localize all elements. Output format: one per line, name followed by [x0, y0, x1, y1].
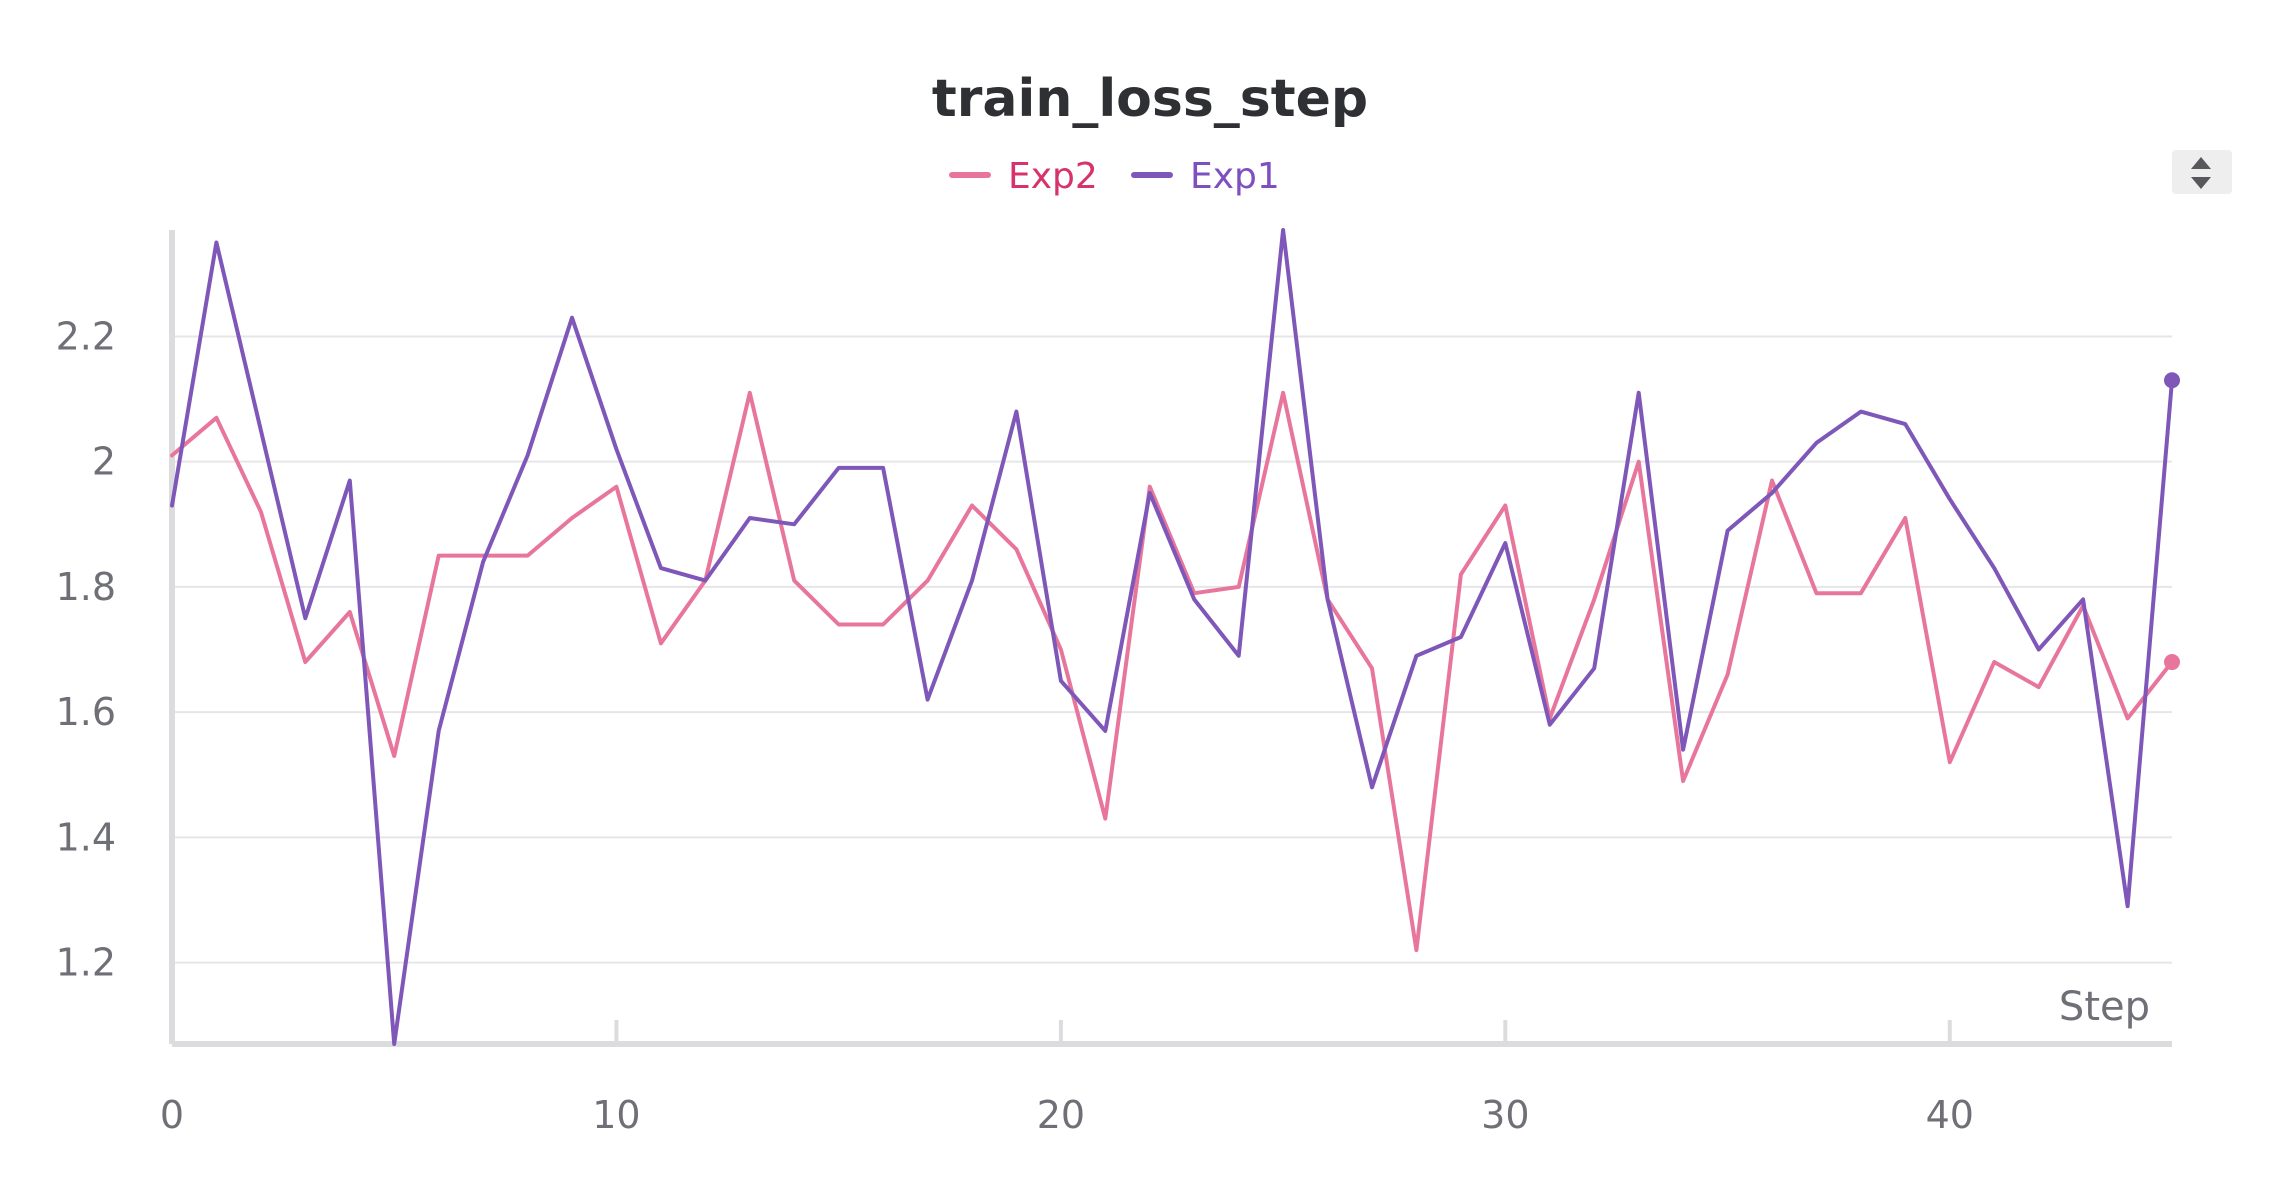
x-tick-label: 40 — [1926, 1093, 1974, 1137]
series-line-exp2 — [170, 390, 2174, 953]
y-tick-label: 2.2 — [56, 314, 116, 358]
x-tick-label: 10 — [592, 1093, 640, 1137]
x-tick-label: 0 — [160, 1093, 184, 1137]
x-tick-label: 20 — [1037, 1093, 1085, 1137]
chart-title: train_loss_step — [932, 69, 1368, 129]
legend-scroll-control[interactable] — [2172, 150, 2232, 194]
legend-item-exp1[interactable]: Exp1 — [1131, 156, 1280, 197]
chevron-down-icon[interactable] — [2191, 177, 2211, 189]
series-line-exp1 — [170, 228, 2174, 1046]
legend-label-exp1: Exp1 — [1190, 156, 1280, 197]
tick-labels: 1.2 1.4 1.6 1.8 2 2.2 0 10 20 30 40 — [56, 314, 1974, 1137]
legend-label-exp2: Exp2 — [1008, 156, 1098, 197]
series-end-point-exp2 — [2164, 654, 2180, 671]
y-tick-label: 1.8 — [56, 565, 116, 609]
legend-scroll-background — [2172, 150, 2232, 194]
chevron-up-icon[interactable] — [2191, 157, 2211, 169]
x-tick-label: 30 — [1481, 1093, 1529, 1137]
y-tick-label: 1.4 — [56, 815, 116, 859]
x-axis-title: Step — [2059, 984, 2150, 1030]
y-tick-label: 2 — [92, 440, 116, 484]
y-tick-label: 1.6 — [56, 690, 116, 734]
plot-area — [170, 228, 2180, 1046]
legend-item-exp2[interactable]: Exp2 — [949, 156, 1098, 197]
legend[interactable]: Exp2 Exp1 — [949, 156, 1280, 197]
axes — [169, 230, 2172, 1047]
y-tick-label: 1.2 — [56, 941, 116, 985]
gridlines — [172, 335, 2172, 964]
series-end-point-exp1 — [2164, 372, 2180, 389]
